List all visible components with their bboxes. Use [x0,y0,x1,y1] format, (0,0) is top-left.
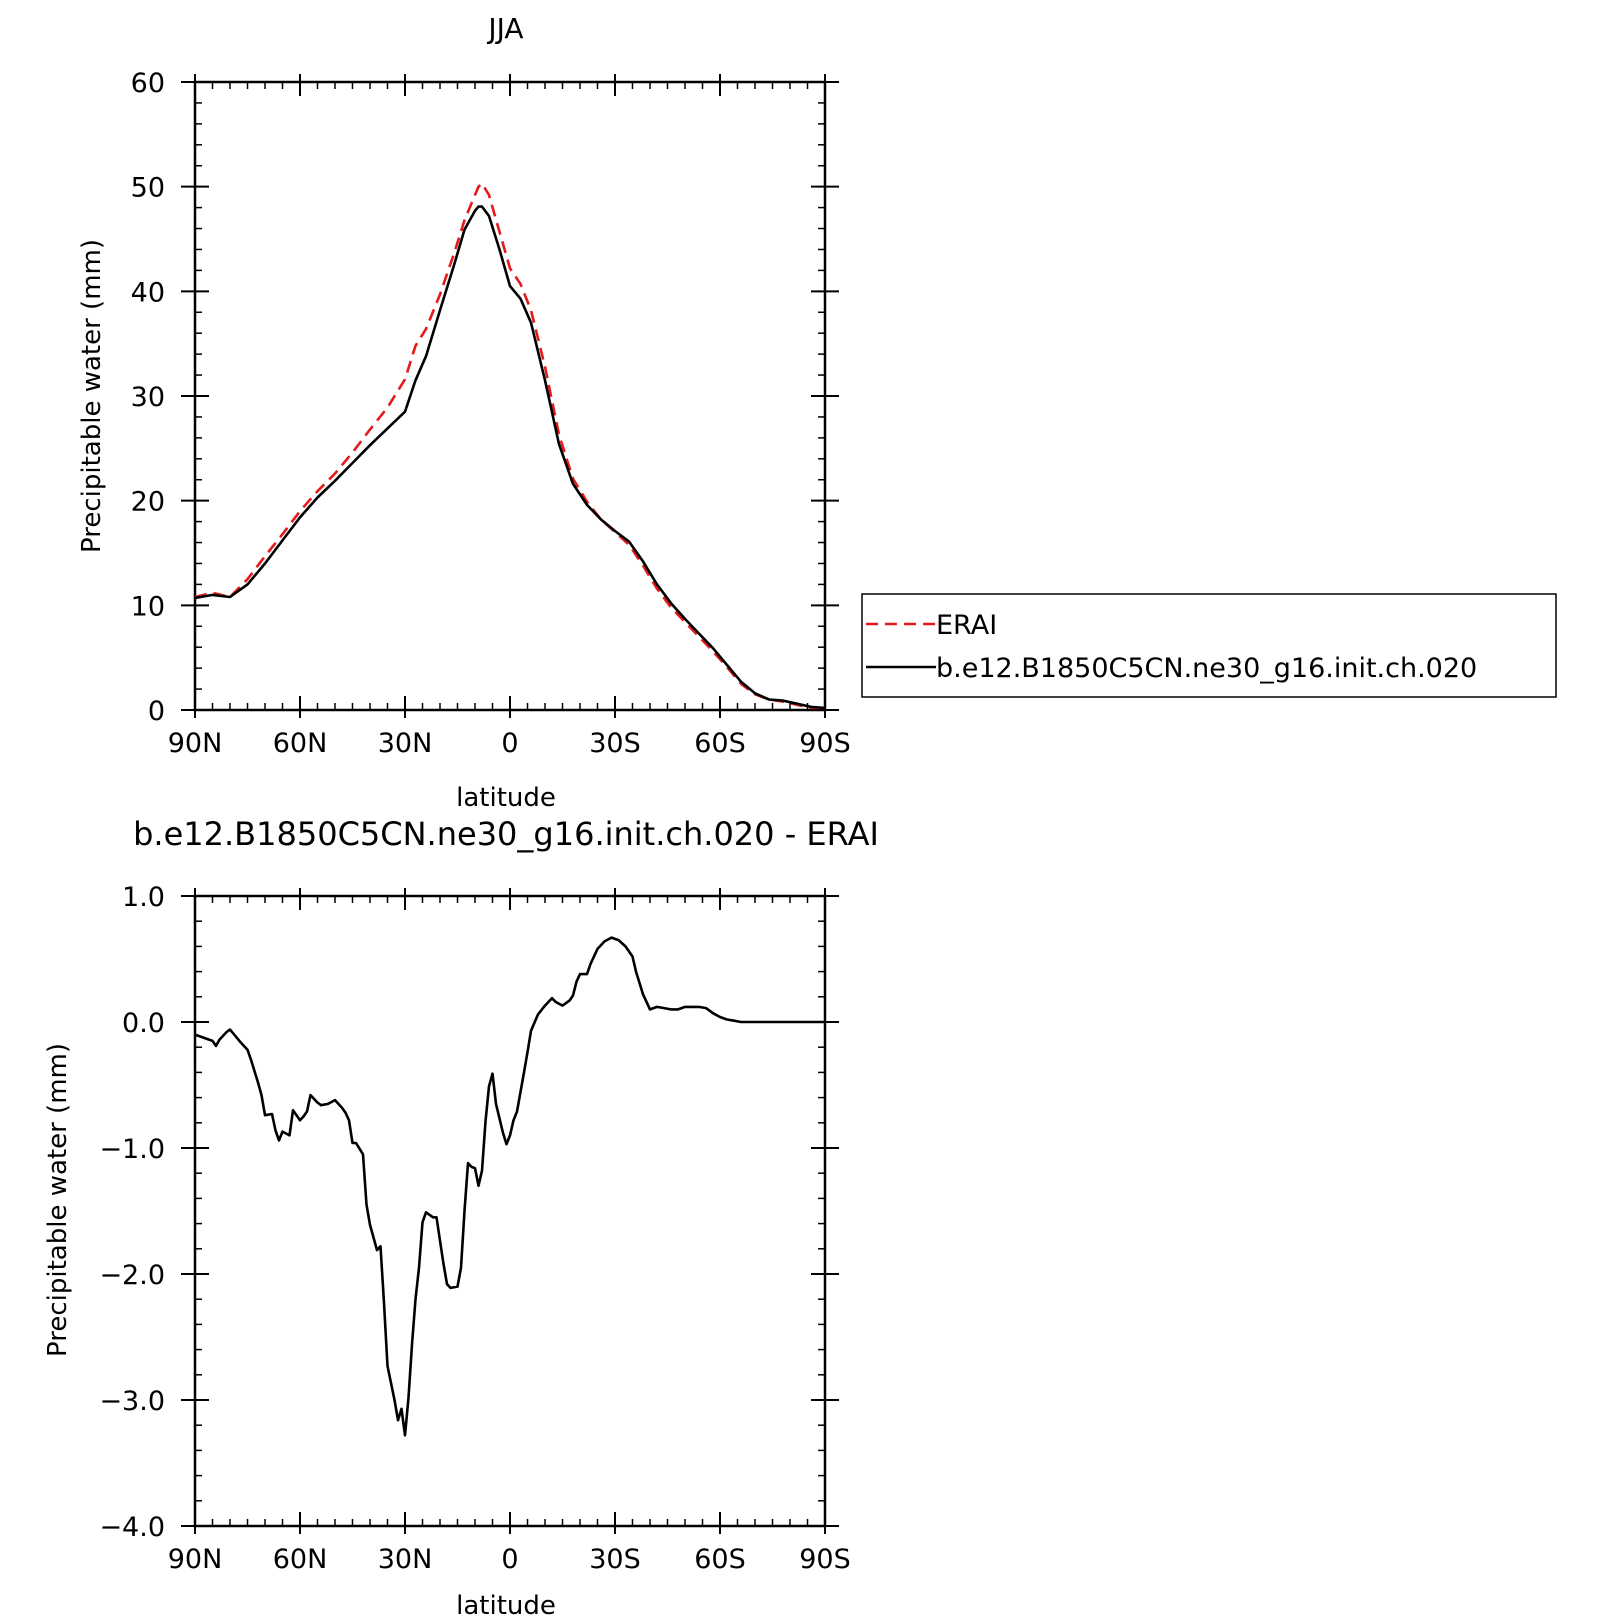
x-tick-label: 90N [168,728,223,759]
y-tick-label: 1.0 [122,882,165,913]
y-tick-label: −3.0 [99,1386,165,1417]
plot-frame [193,894,827,1528]
top-chart-series [194,182,826,710]
top-chart-ylabel: Precipitable water (mm) [77,239,107,553]
y-tick-label: −2.0 [99,1260,165,1291]
x-tick-label: 60S [694,728,746,759]
x-tick-label: 90N [168,1544,223,1575]
y-tick-label: 20 [131,487,165,518]
y-tick-label: 0.0 [122,1008,165,1039]
y-tick-label: 10 [131,591,165,622]
top-chart-title: JJA [486,12,523,45]
top-chart: JJA 90N 60N 30N 0 30S 60S 90S 0 10 20 30 40 50 60 lat… [77,12,1557,813]
y-tick-label: 30 [131,382,165,413]
x-tick-label: 30S [589,1544,641,1575]
x-tick-label: 90S [799,728,851,759]
bottom-chart: b.e12.B1850C5CN.ne30_g16.init.ch.020 - E… [43,815,879,1619]
x-tick-label: 30S [589,728,641,759]
bottom-chart-series [194,936,825,1437]
legend-box [861,593,1557,698]
bottom-chart-axes: 90N 60N 30N 0 30S 60S 90S 1.0 0.0 −1.0 −2.0 −3.0 −4.… [99,882,850,1575]
legend: ERAI b.e12.B1850C5CN.ne30_g16.init.ch.02… [861,593,1557,698]
y-tick-label: 0 [148,696,165,727]
x-tick-label: 60S [694,1544,746,1575]
plot-frame [193,80,827,712]
x-tick-label: 30N [378,1544,433,1575]
x-tick-label: 60N [273,728,328,759]
top-chart-xlabel: latitude [456,783,556,813]
y-tick-label: 40 [131,277,165,308]
legend-label-erai: ERAI [936,610,997,641]
x-tick-label: 0 [501,728,518,759]
y-tick-label: 50 [131,173,165,204]
bottom-chart-title: b.e12.B1850C5CN.ne30_g16.init.ch.020 - E… [133,815,879,853]
x-tick-label: 60N [273,1544,328,1575]
x-tick-label: 0 [501,1544,518,1575]
series-line-erai [194,182,825,710]
x-tick-label: 30N [378,728,433,759]
y-tick-label: −4.0 [99,1512,165,1543]
x-tick-label: 90S [799,1544,851,1575]
bottom-chart-ylabel: Precipitable water (mm) [43,1043,73,1357]
series-line-b-e12-b1850c5cn-ne30-g16-init-ch-020 [194,205,826,710]
y-tick-label: 60 [131,68,165,99]
bottom-chart-xlabel: latitude [456,1591,556,1619]
y-tick-label: −1.0 [99,1134,165,1165]
series-line-difference [194,936,825,1437]
top-chart-axes: 90N 60N 30N 0 30S 60S 90S 0 10 20 30 40 50 60 [131,68,851,759]
legend-label-model: b.e12.B1850C5CN.ne30_g16.init.ch.020 [936,653,1477,684]
